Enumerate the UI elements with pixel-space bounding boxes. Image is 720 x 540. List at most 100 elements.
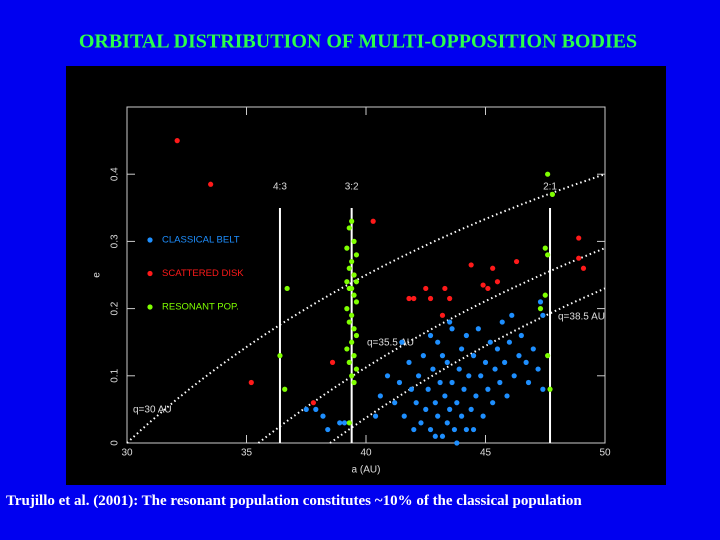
point — [353, 279, 360, 285]
point — [576, 235, 582, 241]
point — [463, 332, 469, 339]
point — [456, 366, 462, 372]
curve-label: q=30 AU — [133, 405, 172, 416]
point — [468, 406, 474, 412]
point — [353, 252, 360, 258]
x-tick-label: 45 — [480, 448, 492, 459]
point — [523, 359, 529, 365]
resonance-label: 4:3 — [273, 182, 287, 193]
point — [461, 386, 467, 392]
point — [485, 285, 491, 292]
point — [401, 413, 407, 419]
point — [509, 312, 515, 318]
slide-title: ORBITAL DISTRIBUTION OF MULTI-OPPOSITION… — [79, 31, 637, 53]
point — [282, 386, 288, 392]
legend-label: CLASSICAL BELT — [162, 235, 240, 246]
point — [494, 279, 501, 285]
point — [423, 285, 429, 292]
point — [349, 339, 355, 345]
point — [425, 386, 431, 392]
point — [406, 359, 412, 365]
point — [444, 420, 450, 426]
point — [415, 373, 422, 379]
point — [475, 326, 481, 332]
point — [174, 138, 180, 144]
resonance-label: 3:2 — [345, 182, 359, 193]
legend-marker — [147, 304, 153, 310]
point — [542, 245, 548, 251]
point — [580, 265, 587, 271]
point — [442, 285, 448, 292]
point — [435, 413, 441, 419]
point — [576, 255, 582, 261]
point — [454, 400, 460, 406]
point — [432, 400, 438, 406]
point — [480, 282, 486, 288]
point — [320, 413, 326, 419]
point — [540, 312, 546, 318]
perihelion-curve — [257, 247, 606, 444]
point — [468, 262, 474, 268]
point — [396, 379, 403, 386]
legend-marker — [147, 237, 153, 243]
point — [411, 426, 417, 433]
point — [427, 332, 434, 339]
point — [344, 279, 350, 285]
point — [341, 420, 348, 426]
point — [513, 258, 520, 265]
point — [485, 386, 491, 392]
point — [351, 353, 357, 359]
point — [346, 319, 352, 325]
point — [545, 353, 551, 359]
point — [346, 285, 352, 292]
point — [535, 366, 541, 372]
point — [549, 191, 556, 197]
point — [487, 339, 493, 345]
point — [392, 400, 398, 406]
point — [537, 299, 544, 305]
y-tick-label: 0.4 — [110, 167, 121, 181]
point — [384, 373, 391, 379]
point — [349, 312, 355, 318]
point — [351, 326, 357, 332]
y-tick-label: 0.2 — [110, 301, 121, 315]
point — [370, 218, 376, 224]
point — [490, 400, 496, 406]
point — [349, 218, 355, 224]
y-axis-label: e — [92, 272, 103, 278]
point — [303, 406, 309, 412]
point — [490, 265, 496, 271]
legend-label: RESONANT POP. — [162, 302, 239, 313]
point — [346, 420, 352, 426]
point — [439, 433, 446, 439]
point — [329, 359, 336, 365]
point — [346, 359, 352, 365]
point — [470, 353, 477, 359]
point — [451, 426, 458, 433]
point — [537, 306, 544, 312]
point — [478, 373, 484, 379]
point — [530, 346, 536, 352]
point — [337, 420, 343, 426]
point — [344, 346, 350, 352]
point — [248, 379, 254, 386]
x-tick-label: 30 — [121, 448, 133, 459]
y-tick-label: 0.1 — [110, 368, 121, 382]
point — [437, 379, 443, 386]
point — [399, 339, 405, 345]
perihelion-curve — [126, 173, 606, 444]
curve-label: q=35.5 AU — [367, 338, 414, 349]
point — [420, 353, 426, 359]
point — [447, 406, 453, 412]
point — [344, 245, 350, 251]
point — [406, 295, 412, 302]
point — [547, 386, 553, 392]
point — [459, 346, 465, 352]
point — [459, 413, 465, 419]
point — [325, 426, 331, 433]
point — [284, 285, 290, 292]
point — [208, 181, 214, 187]
point — [447, 319, 453, 325]
